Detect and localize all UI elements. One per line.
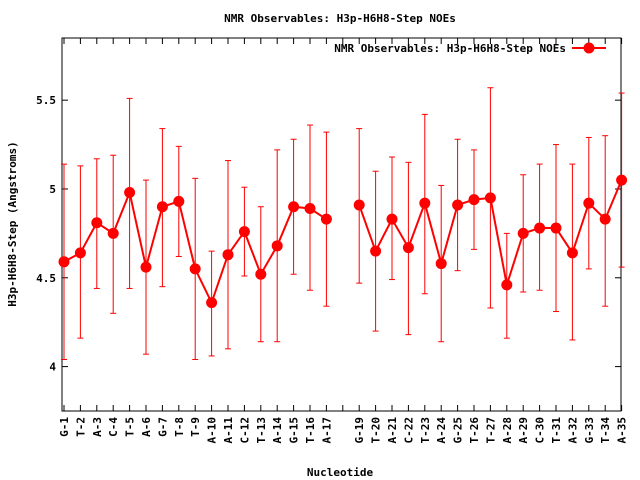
data-point bbox=[74, 247, 86, 259]
x-tick-label: T-27 bbox=[484, 417, 497, 444]
x-axis: G-1 T-2 A-3 C-4 T-5 A-6 G-7 T-8 T-9 A-10 A-11 C-12 T… bbox=[58, 38, 629, 444]
series-lines bbox=[63, 179, 623, 306]
plot-frame bbox=[61, 37, 622, 412]
data-point bbox=[468, 194, 480, 206]
x-tick-label: T-16 bbox=[304, 417, 317, 444]
x-tick-label: T-26 bbox=[468, 417, 481, 444]
data-point bbox=[501, 279, 513, 291]
data-point bbox=[484, 192, 496, 204]
data-point bbox=[304, 203, 316, 215]
x-axis-label: Nucleotide bbox=[307, 466, 374, 479]
y-tick-label: 4 bbox=[49, 361, 56, 374]
x-tick-label: A-21 bbox=[386, 417, 399, 444]
data-point bbox=[189, 263, 201, 275]
data-point bbox=[435, 258, 447, 270]
data-point bbox=[238, 226, 250, 238]
x-tick-label: A-35 bbox=[616, 417, 629, 444]
data-point bbox=[566, 247, 578, 259]
data-point bbox=[517, 227, 529, 239]
data-point bbox=[288, 201, 300, 213]
x-tick-label: C-22 bbox=[402, 417, 415, 444]
x-tick-label: G-15 bbox=[288, 417, 301, 444]
data-point bbox=[156, 201, 168, 213]
y-axis: 4 4.5 5 5.5 bbox=[36, 94, 621, 374]
x-tick-label: T-9 bbox=[189, 417, 202, 437]
data-point bbox=[402, 242, 414, 254]
x-tick-label: T-20 bbox=[370, 417, 383, 444]
x-tick-label: T-5 bbox=[124, 417, 137, 437]
x-tick-label: A-29 bbox=[517, 417, 530, 444]
data-point bbox=[370, 245, 382, 257]
data-point bbox=[452, 199, 464, 211]
data-point bbox=[320, 213, 332, 225]
series-points bbox=[58, 174, 628, 309]
x-tick-label: A-24 bbox=[435, 417, 448, 444]
y-tick-label: 5 bbox=[49, 183, 56, 196]
y-tick-label: 4.5 bbox=[36, 272, 56, 285]
data-point bbox=[107, 227, 119, 239]
data-point bbox=[140, 261, 152, 273]
x-tick-label: T-31 bbox=[550, 417, 563, 444]
y-tick-label: 5.5 bbox=[36, 94, 56, 107]
x-tick-label: A-28 bbox=[501, 417, 514, 444]
data-point bbox=[124, 187, 136, 199]
x-tick-label: A-6 bbox=[140, 417, 153, 437]
data-point bbox=[173, 195, 185, 207]
x-tick-label: T-23 bbox=[419, 417, 432, 444]
x-tick-label: G-1 bbox=[58, 417, 71, 437]
data-point bbox=[583, 197, 595, 209]
data-point bbox=[550, 222, 562, 234]
data-point bbox=[271, 240, 283, 252]
x-tick-label: A-17 bbox=[320, 417, 333, 444]
x-tick-label: T-13 bbox=[255, 417, 268, 444]
x-tick-label: T-34 bbox=[599, 417, 612, 444]
data-point bbox=[353, 199, 365, 211]
x-tick-label: G-25 bbox=[452, 417, 465, 444]
x-tick-label: G-33 bbox=[583, 417, 596, 444]
chart-title: NMR Observables: H3p-H6H8-Step NOEs bbox=[224, 12, 456, 25]
x-tick-label: C-30 bbox=[534, 417, 547, 444]
data-point bbox=[206, 297, 218, 309]
x-tick-label: A-3 bbox=[91, 417, 104, 437]
x-tick-label: C-12 bbox=[238, 417, 251, 444]
data-point bbox=[534, 222, 546, 234]
x-tick-label: A-14 bbox=[271, 417, 284, 444]
data-point bbox=[616, 174, 628, 186]
data-point bbox=[386, 213, 398, 225]
data-point bbox=[599, 213, 611, 225]
x-tick-label: A-11 bbox=[222, 417, 235, 444]
legend-marker bbox=[583, 42, 595, 54]
x-tick-label: T-8 bbox=[173, 417, 186, 437]
x-tick-label: A-32 bbox=[566, 417, 579, 444]
x-tick-label: G-7 bbox=[156, 417, 169, 437]
data-point bbox=[91, 217, 103, 229]
data-point bbox=[255, 268, 267, 280]
x-tick-label: C-4 bbox=[107, 417, 120, 437]
legend-label: NMR Observables: H3p-H6H8-Step NOEs bbox=[334, 42, 566, 55]
x-tick-label: G-19 bbox=[353, 417, 366, 444]
legend: NMR Observables: H3p-H6H8-Step NOEs bbox=[334, 42, 606, 55]
data-point bbox=[419, 197, 431, 209]
x-tick-label: T-2 bbox=[74, 417, 87, 437]
data-point bbox=[222, 249, 234, 261]
data-point bbox=[58, 256, 70, 268]
x-tick-label: A-10 bbox=[206, 417, 219, 444]
y-axis-label: H3p-H6H8-Step (Angstroms) bbox=[6, 141, 19, 307]
